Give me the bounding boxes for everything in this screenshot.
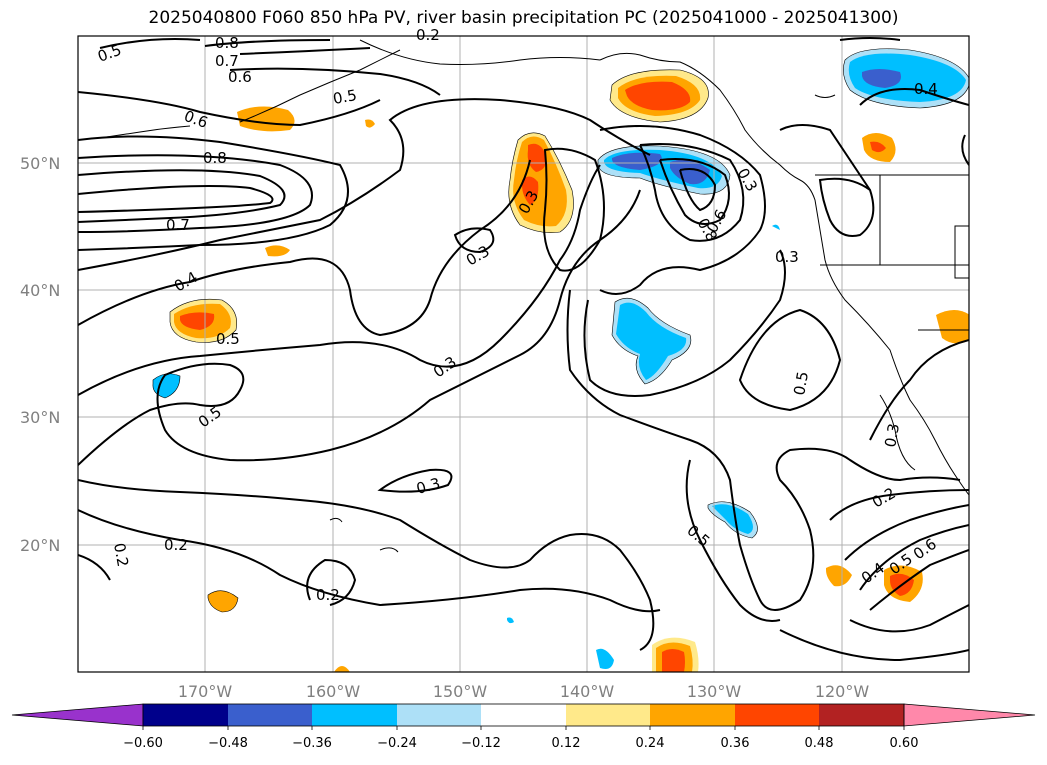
contour-label: 0.8: [215, 34, 239, 52]
contour-label: 0.2: [164, 536, 188, 554]
colorbar-tick-label: −0.12: [461, 736, 501, 751]
colorbar-segment: [397, 704, 481, 726]
colorbar-segment: [819, 704, 904, 726]
contour-label: 0.4: [914, 80, 938, 98]
lat-label: 20°N: [20, 536, 60, 555]
longitude-labels: 170°W 160°W 150°W 140°W 130°W 120°W: [178, 682, 870, 701]
contour-label: 0.4: [171, 268, 201, 296]
contour-label: 0.6: [910, 535, 940, 563]
lon-label: 170°W: [178, 682, 233, 701]
lon-label: 140°W: [560, 682, 615, 701]
colorbar-tick-label: 0.60: [890, 736, 919, 751]
colorbar: −0.60 −0.48 −0.36 −0.24 −0.12 0.12 0.24 …: [11, 703, 1036, 751]
contour-label: 0.6: [228, 68, 252, 86]
lat-label: 30°N: [20, 408, 60, 427]
contour-label: 0.3: [775, 248, 799, 266]
contour-label: 0.5: [683, 521, 713, 550]
lat-label: 40°N: [20, 281, 60, 300]
gridlines: [78, 36, 969, 672]
contour-label: 0.3: [463, 242, 493, 270]
colorbar-segment: [735, 704, 819, 726]
colorbar-segment: [143, 704, 228, 726]
colorbar-tick-label: 0.48: [805, 736, 834, 751]
latitude-labels: 50°N 40°N 30°N 20°N: [20, 154, 60, 555]
colorbar-extend-max: [903, 703, 1036, 727]
contour-label: 0.5: [216, 330, 240, 348]
contour-label: 0.5: [195, 403, 225, 431]
contour-label: 0.5: [790, 370, 812, 397]
precip-shading: [152, 48, 969, 672]
colorbar-segment: [481, 704, 566, 726]
contour-label: 0.2: [316, 586, 340, 604]
colorbar-segment: [228, 704, 312, 726]
contour-label: 0.7: [166, 216, 190, 234]
pv-contours: [78, 37, 969, 662]
contour-label: 0.2: [110, 542, 132, 569]
lon-label: 160°W: [306, 682, 361, 701]
coastlines: [99, 39, 969, 553]
colorbar-segment: [566, 704, 650, 726]
lon-label: 130°W: [687, 682, 742, 701]
colorbar-tick-label: −0.48: [208, 736, 248, 751]
lon-label: 120°W: [815, 682, 870, 701]
lon-label: 150°W: [433, 682, 488, 701]
colorbar-tick-label: −0.24: [377, 736, 417, 751]
colorbar-tick-label: 0.36: [721, 736, 750, 751]
colorbar-extend-min: [11, 703, 144, 727]
colorbar-tick-label: −0.60: [123, 736, 163, 751]
colorbar-segment: [650, 704, 735, 726]
contour-label: 0.3: [734, 165, 762, 195]
contour-label: 0.3: [881, 422, 903, 449]
colorbar-segment: [312, 704, 397, 726]
colorbar-tick-label: 0.12: [552, 736, 581, 751]
contour-label: 0.7: [215, 52, 239, 70]
colorbar-tick-label: −0.36: [292, 736, 332, 751]
lat-label: 50°N: [20, 154, 60, 173]
contour-label: 0.8: [203, 149, 227, 167]
contour-label: 0.3: [430, 353, 460, 381]
contour-label: 0.5: [332, 86, 359, 108]
map-frame: [77, 35, 970, 673]
colorbar-tick-label: 0.24: [636, 736, 665, 751]
contour-label: 0.2: [416, 26, 440, 44]
contour-label: 0.6: [182, 107, 211, 132]
contour-label: 0.3: [414, 474, 442, 498]
contour-label: 0.2: [869, 484, 899, 512]
map-title: 2025040800 F060 850 hPa PV, river basin …: [148, 8, 899, 28]
